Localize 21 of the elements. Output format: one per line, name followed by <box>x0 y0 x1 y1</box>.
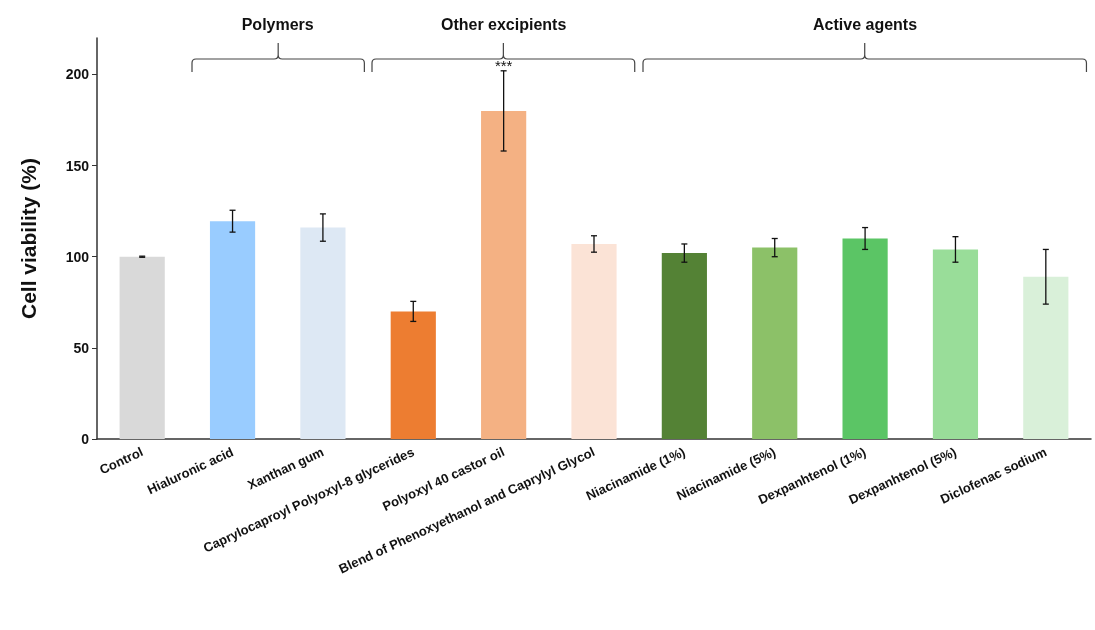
bar <box>300 227 346 439</box>
bar <box>209 221 256 439</box>
bar <box>119 256 165 439</box>
y-tick-label: 50 <box>73 339 90 356</box>
bar <box>481 110 527 439</box>
y-tick-label: 200 <box>65 66 90 83</box>
y-axis-title: Cell viability (%) <box>17 157 40 320</box>
bar <box>752 247 798 439</box>
bar <box>390 311 436 439</box>
bar <box>1023 276 1069 439</box>
bar <box>571 243 617 439</box>
y-tick-label: 150 <box>65 157 90 174</box>
y-tick-label: 100 <box>65 248 90 265</box>
annotation: *** <box>494 56 513 74</box>
bar <box>661 253 707 439</box>
bar <box>932 249 979 439</box>
text: Other excipients <box>440 16 567 34</box>
text: Active agents <box>813 16 918 34</box>
text: Polymers <box>241 16 314 34</box>
bar <box>842 238 888 439</box>
y-tick-label: 0 <box>81 431 90 447</box>
